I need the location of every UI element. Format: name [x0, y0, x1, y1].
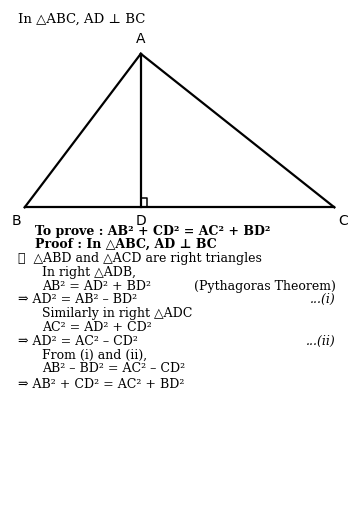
- Text: ⇒ AD² = AC² – CD²: ⇒ AD² = AC² – CD²: [18, 335, 138, 348]
- Text: ...(ii): ...(ii): [306, 335, 336, 348]
- Text: B: B: [12, 214, 21, 227]
- Text: D: D: [136, 214, 146, 227]
- Text: ⇒ AD² = AB² – BD²: ⇒ AD² = AB² – BD²: [18, 293, 137, 306]
- Text: AC² = AD² + CD²: AC² = AD² + CD²: [42, 321, 152, 334]
- Text: In right △ADB,: In right △ADB,: [42, 266, 136, 279]
- Text: ∴  △ABD and △ACD are right triangles: ∴ △ABD and △ACD are right triangles: [18, 252, 262, 265]
- Text: ...(i): ...(i): [310, 293, 335, 306]
- Text: From (i) and (ii),: From (i) and (ii),: [42, 349, 147, 361]
- Text: To prove : AB² + CD² = AC² + BD²: To prove : AB² + CD² = AC² + BD²: [35, 225, 271, 238]
- Text: In △ABC, AD ⊥ BC: In △ABC, AD ⊥ BC: [18, 13, 145, 26]
- Text: (Pythagoras Theorem): (Pythagoras Theorem): [194, 280, 335, 292]
- Text: AB² – BD² = AC² – CD²: AB² – BD² = AC² – CD²: [42, 362, 186, 375]
- Text: C: C: [338, 214, 348, 227]
- Text: AB² = AD² + BD²: AB² = AD² + BD²: [42, 280, 151, 292]
- Text: Proof : In △ABC, AD ⊥ BC: Proof : In △ABC, AD ⊥ BC: [35, 238, 217, 251]
- Text: A: A: [136, 32, 145, 46]
- Text: Similarly in right △ADC: Similarly in right △ADC: [42, 307, 193, 320]
- Text: ⇒ AB² + CD² = AC² + BD²: ⇒ AB² + CD² = AC² + BD²: [18, 378, 184, 391]
